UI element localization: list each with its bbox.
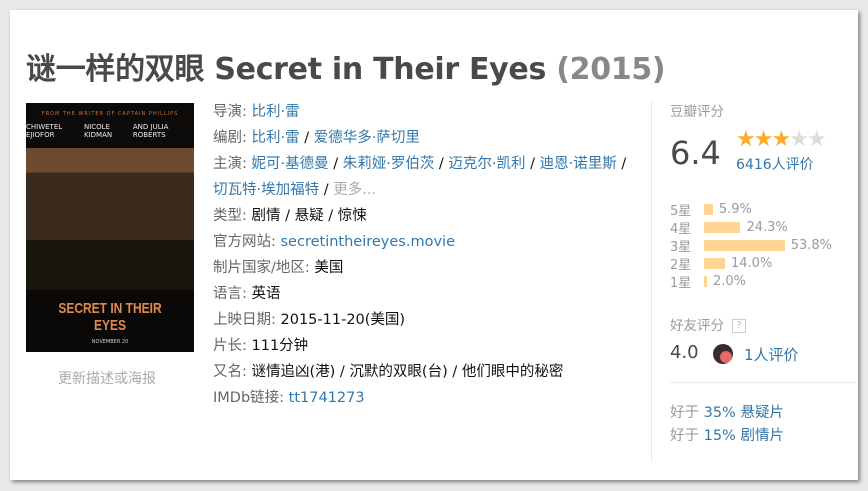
star-icon: ★ [753, 127, 774, 152]
star-label: 5星 [670, 203, 692, 219]
website-link[interactable]: secretintheireyes.movie [280, 234, 456, 250]
rating-count-link[interactable]: 6416人评价 [736, 157, 814, 173]
release-row: 上映日期: 2015-11-20(美国) [213, 312, 406, 328]
rating-heading: 豆瓣评分 [670, 104, 724, 120]
star-label: 2星 [670, 257, 692, 273]
rating-bar [704, 257, 725, 269]
help-icon[interactable]: ? [732, 319, 746, 333]
better-than-prefix: 好于 [670, 405, 699, 421]
star-rating: ★★★★★ [736, 127, 827, 152]
genre: 惊悚 [337, 208, 367, 224]
star-label: 1星 [670, 275, 692, 291]
writer-row: 编剧: 比利·雷 / 爱德华多·萨切里 [213, 130, 420, 146]
poster-actor: AND JULIA ROBERTS [132, 123, 169, 139]
label: 主演 [213, 156, 242, 172]
poster-tagline: FROM THE WRITER OF CAPTAIN PHILLIPS [41, 111, 179, 117]
movie-page: 谜一样的双眼 Secret in Their Eyes (2015) FROM … [10, 10, 858, 480]
language-row: 语言: 英语 [213, 286, 281, 302]
better-than-prefix: 好于 [670, 428, 699, 444]
update-description-link[interactable]: 更新描述或海报 [58, 371, 156, 387]
writer-link[interactable]: 比利·雷 [251, 130, 300, 146]
more-cast-link[interactable]: 更多... [333, 182, 377, 198]
rating-score: 6.4 [670, 134, 721, 172]
release-date: 2015-11-20(美国) [280, 312, 406, 328]
aka: 谜情追凶(港) / 沉默的双眼(台) / 他们眼中的秘密 [251, 364, 564, 380]
cast-link[interactable]: 迪恩·诺里斯 [539, 156, 617, 172]
star-icon: ★ [806, 127, 827, 152]
movie-title: 谜一样的双眼 Secret in Their Eyes [26, 52, 547, 87]
label: 编剧 [213, 130, 242, 146]
rating-percent: 2.0% [713, 273, 747, 289]
label: 官方网站 [213, 234, 271, 250]
country: 美国 [314, 260, 344, 276]
rating-sidebar: 豆瓣评分 6.4 ★★★★★ 6416人评价 5星 5.9% 4星 24.3% 3星 53… [651, 100, 858, 462]
rating-row: 1星 2.0% [670, 272, 832, 291]
aka-row: 又名: 谜情追凶(港) / 沉默的双眼(台) / 他们眼中的秘密 [213, 364, 564, 380]
rating-bar [704, 275, 707, 287]
imdb-link[interactable]: tt1741273 [288, 390, 365, 406]
label: 上映日期 [213, 312, 271, 328]
rating-bar [704, 221, 741, 233]
friends-heading: 好友评分? [670, 314, 746, 334]
better-than-link[interactable]: 35% 悬疑片 [703, 405, 784, 421]
star-icon: ★ [771, 127, 791, 152]
cast-link[interactable]: 妮可·基德曼 [251, 156, 329, 172]
rating-percent: 5.9% [718, 201, 752, 217]
friends-score: 4.0 [670, 342, 699, 363]
star-icon: ★ [736, 127, 756, 152]
friends-rating-label: 好友评分 [670, 318, 724, 334]
better-than: 好于 35% 悬疑片 好于 15% 剧情片 [670, 402, 784, 448]
label: IMDb链接 [213, 390, 280, 406]
poster-date: NOVEMBER 20 [91, 339, 129, 345]
rating-percent: 14.0% [731, 255, 773, 271]
friends-count-link[interactable]: 1人评价 [744, 346, 799, 364]
writer-link[interactable]: 爱德华多·萨切里 [313, 130, 420, 146]
language: 英语 [251, 286, 281, 302]
rating-percent: 53.8% [790, 237, 832, 253]
rating-bar [704, 239, 785, 251]
poster-title: SECRET IN THEIR EYES [58, 300, 162, 334]
movie-poster[interactable]: FROM THE WRITER OF CAPTAIN PHILLIPS CHIW… [26, 103, 194, 352]
genre: 悬疑 [294, 208, 324, 224]
star-icon: ★ [789, 127, 809, 152]
genre: 剧情 [251, 208, 281, 224]
country-row: 制片国家/地区: 美国 [213, 260, 344, 276]
rating-percent: 24.3% [746, 219, 788, 235]
friend-avatar[interactable] [713, 344, 733, 364]
runtime-row: 片长: 111分钟 [213, 338, 309, 354]
better-than-link[interactable]: 15% 剧情片 [703, 428, 784, 444]
divider [670, 382, 856, 383]
cast-link[interactable]: 朱莉娅·罗伯茨 [342, 156, 435, 172]
rating-distribution: 5星 5.9% 4星 24.3% 3星 53.8% 2星 14.0% 1星 2.0% [670, 200, 832, 291]
movie-year: (2015) [556, 52, 666, 87]
rating-row: 2星 14.0% [670, 254, 832, 273]
page-title: 谜一样的双眼 Secret in Their Eyes (2015) [26, 44, 666, 88]
director-link[interactable]: 比利·雷 [251, 104, 300, 120]
label: 制片国家/地区 [213, 260, 305, 276]
label: 语言 [213, 286, 242, 302]
label: 片长 [213, 338, 242, 354]
movie-info: 导演: 比利·雷 编剧: 比利·雷 / 爱德华多·萨切里 主演: 妮可·基德曼 … [213, 99, 643, 411]
rating-row: 3星 53.8% [670, 236, 832, 255]
cast-row: 主演: 妮可·基德曼 / 朱莉娅·罗伯茨 / 迈克尔·凯利 / 迪恩·诺里斯 /… [213, 156, 627, 198]
star-label: 4星 [670, 221, 692, 237]
poster-actor: CHIWETEL EJIOFOR [26, 123, 63, 139]
better-than-item: 好于 35% 悬疑片 [670, 402, 784, 425]
genre-row: 类型: 剧情 / 悬疑 / 惊悚 [213, 208, 367, 224]
label: 导演 [213, 104, 242, 120]
label: 类型 [213, 208, 242, 224]
better-than-item: 好于 15% 剧情片 [670, 425, 784, 448]
cast-link[interactable]: 切瓦特·埃加福特 [213, 182, 320, 198]
imdb-row: IMDb链接: tt1741273 [213, 390, 365, 406]
rating-row: 5星 5.9% [670, 200, 832, 219]
runtime: 111分钟 [251, 338, 309, 354]
director-row: 导演: 比利·雷 [213, 104, 300, 120]
website-row: 官方网站: secretintheireyes.movie [213, 234, 456, 250]
poster-actor: NICOLE KIDMAN [83, 123, 113, 139]
label: 又名 [213, 364, 242, 380]
star-label: 3星 [670, 239, 692, 255]
cast-link[interactable]: 迈克尔·凯利 [448, 156, 526, 172]
rating-bar [704, 203, 713, 215]
rating-row: 4星 24.3% [670, 218, 832, 237]
